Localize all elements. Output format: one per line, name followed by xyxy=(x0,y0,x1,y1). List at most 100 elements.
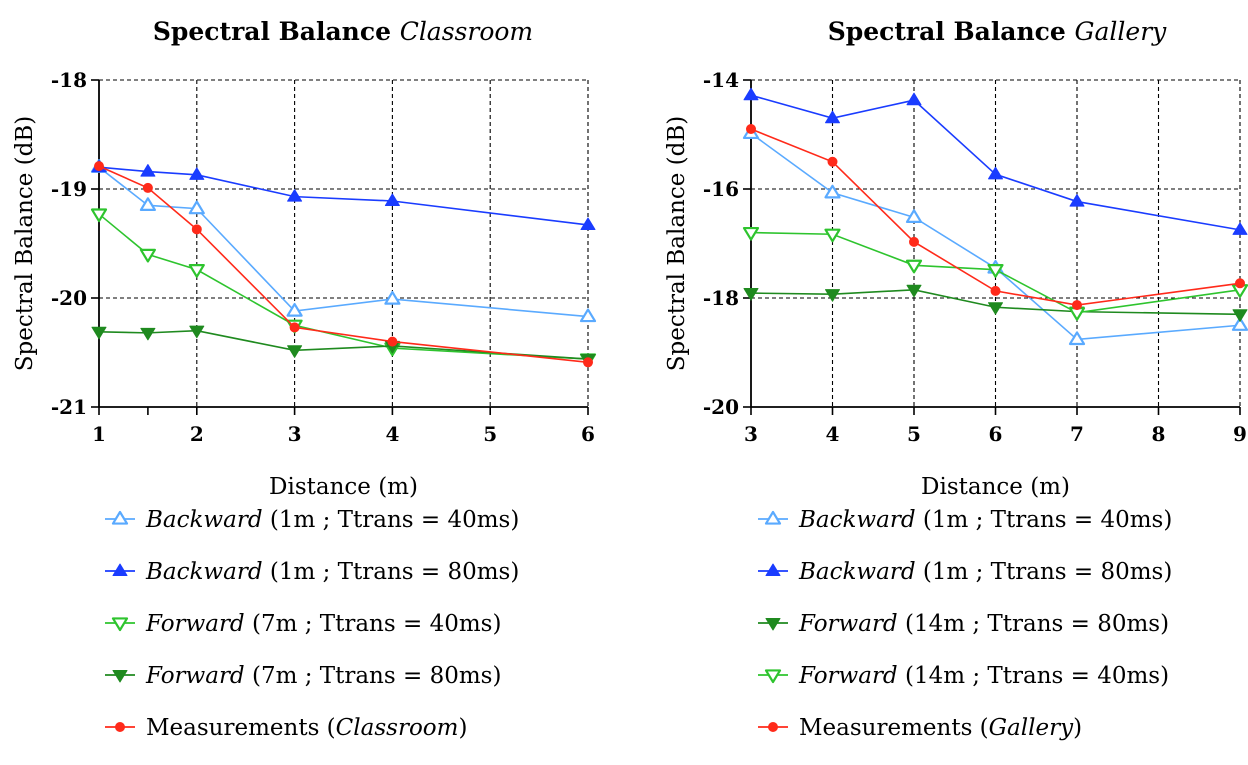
data-point xyxy=(90,208,108,223)
legend-label: Measurements (Classroom) xyxy=(146,715,467,741)
data-point xyxy=(384,193,400,207)
legend-label: Backward (1m ; Ttrans = 80ms) xyxy=(145,559,519,585)
legend-label-name: Backward xyxy=(798,559,916,585)
legend-marker xyxy=(764,669,782,684)
data-point xyxy=(905,259,923,274)
legend-marker xyxy=(768,722,778,732)
legend-label-name: Backward xyxy=(145,507,263,533)
data-point xyxy=(94,161,104,172)
data-point xyxy=(1072,300,1082,311)
data-point xyxy=(139,197,156,211)
data-point xyxy=(1069,194,1085,207)
legend-label-name: Forward xyxy=(798,663,898,689)
legend-marker xyxy=(764,510,782,525)
data-point xyxy=(91,326,107,340)
data-point xyxy=(1231,317,1248,331)
data-point xyxy=(988,166,1003,180)
x-tick-label: 3 xyxy=(744,422,758,446)
x-tick-label: 8 xyxy=(1152,422,1166,446)
chart-title-main: Spectral Balance xyxy=(153,17,400,46)
data-point xyxy=(142,182,153,193)
series-line xyxy=(98,329,589,360)
legend-label-name: Backward xyxy=(145,559,263,585)
data-point xyxy=(825,289,840,302)
data-point xyxy=(1232,222,1248,235)
data-point xyxy=(990,285,1001,296)
data-point xyxy=(189,167,205,180)
data-point xyxy=(824,184,841,199)
data-point xyxy=(188,200,205,215)
legend-label: Forward (14m ; Ttrans = 40ms) xyxy=(798,663,1169,689)
legend-label-detail: (1m ; Ttrans = 40ms) xyxy=(916,507,1173,533)
chart-title: Spectral Balance Classroom xyxy=(153,17,533,46)
data-point xyxy=(824,228,841,243)
data-point xyxy=(743,87,759,101)
data-point xyxy=(191,224,202,235)
legend-label: Forward (14m ; Ttrans = 80ms) xyxy=(798,611,1169,637)
data-point xyxy=(1068,331,1086,346)
legend-label-name: Measurements ( xyxy=(146,715,336,741)
series-forward-3 xyxy=(91,325,596,367)
series-forward-2 xyxy=(90,208,597,368)
x-axis-label: Distance (m) xyxy=(921,474,1070,500)
series-line xyxy=(98,213,589,360)
data-point xyxy=(384,290,401,305)
chart-title-subtitle: Gallery xyxy=(1075,17,1168,46)
series-line xyxy=(750,94,1241,231)
series-line xyxy=(98,166,589,318)
y-tick-label: -14 xyxy=(703,68,739,92)
legend-label-close: ) xyxy=(1073,715,1082,741)
data-point xyxy=(189,325,205,339)
legend-label-detail: (7m ; Ttrans = 40ms) xyxy=(245,611,502,637)
x-tick-label: 2 xyxy=(190,422,204,446)
legend-marker xyxy=(765,617,781,631)
x-tick-label: 4 xyxy=(385,422,399,446)
y-tick-label: -20 xyxy=(51,286,87,310)
data-point xyxy=(287,345,303,358)
legend-label-detail: (1m ; Ttrans = 80ms) xyxy=(916,559,1173,585)
chart-gallery: Spectral Balance Gallery 3 4 5 6 7 8 9 -20 -18 -16… xyxy=(664,17,1248,741)
series-backward-1 xyxy=(743,87,1248,235)
legend-label-detail: (14m ; Ttrans = 40ms) xyxy=(898,663,1169,689)
legend-label-name: Forward xyxy=(798,611,898,637)
data-point xyxy=(286,302,303,317)
legend-label-name: Measurements ( xyxy=(799,715,989,741)
series-line xyxy=(750,231,1241,314)
y-axis-label: Spectral Balance (dB) xyxy=(12,116,38,371)
data-point xyxy=(289,322,300,333)
series-measurements-4 xyxy=(94,161,593,368)
data-point xyxy=(905,209,923,223)
y-tick-label: -21 xyxy=(51,395,87,419)
legend-label: Backward (1m ; Ttrans = 40ms) xyxy=(798,507,1172,533)
data-point xyxy=(906,92,922,106)
legend-label-name: Forward xyxy=(145,663,245,689)
legend-marker xyxy=(112,669,128,683)
legend-label-name: Backward xyxy=(798,507,916,533)
legend-label: Measurements (Gallery) xyxy=(799,715,1082,741)
data-point xyxy=(1235,278,1245,289)
legend: Backward (1m ; Ttrans = 40ms) Backward (1… xyxy=(105,507,519,741)
y-tick-label: -18 xyxy=(703,286,739,310)
x-tick-label: 4 xyxy=(826,422,840,446)
grid xyxy=(99,79,589,407)
series-forward-3 xyxy=(742,226,1248,321)
legend-marker xyxy=(112,563,128,577)
chart-title: Spectral Balance Gallery xyxy=(828,17,1167,46)
x-tick-label: 5 xyxy=(907,422,921,446)
series-line xyxy=(98,166,589,226)
legend-marker xyxy=(111,510,129,525)
x-tick-label: 1 xyxy=(92,422,106,446)
legend-label-detail: Classroom xyxy=(336,715,459,741)
legend-marker xyxy=(765,563,781,577)
series-line xyxy=(750,132,1241,341)
legend: Backward (1m ; Ttrans = 40ms)Backward (1… xyxy=(758,507,1172,741)
series-measurements-4 xyxy=(746,124,1245,311)
data-point xyxy=(988,302,1003,315)
y-tick-label: -20 xyxy=(703,395,739,419)
data-point xyxy=(583,357,593,368)
grid xyxy=(751,79,1241,407)
y-tick-label: -16 xyxy=(703,177,739,201)
legend-label: Backward (1m ; Ttrans = 40ms) xyxy=(145,507,519,533)
